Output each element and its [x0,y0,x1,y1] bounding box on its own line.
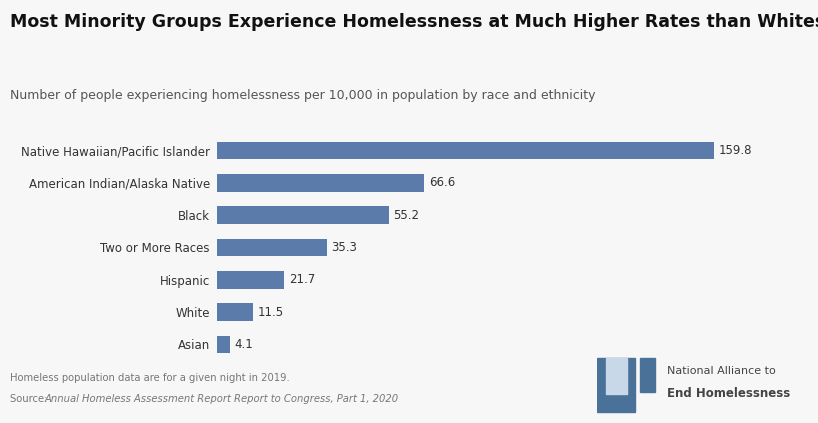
Bar [217,335,230,353]
Text: 66.6: 66.6 [429,176,455,190]
Text: 11.5: 11.5 [257,305,283,319]
Text: 159.8: 159.8 [719,144,753,157]
Bar [217,174,424,192]
Bar [597,358,636,412]
Bar [217,142,714,159]
Text: End Homelessness: End Homelessness [667,387,790,400]
Text: Annual Homeless Assessment Report Report to Congress, Part 1, 2020: Annual Homeless Assessment Report Report… [45,394,399,404]
Bar [217,239,326,256]
Bar [605,358,627,394]
Text: Number of people experiencing homelessness per 10,000 in population by race and : Number of people experiencing homelessne… [10,89,596,102]
Text: 4.1: 4.1 [234,338,253,351]
Bar [640,358,654,392]
Text: Source:: Source: [10,394,51,404]
Bar [217,303,253,321]
Bar [217,206,389,224]
Text: Most Minority Groups Experience Homelessness at Much Higher Rates than Whites: Most Minority Groups Experience Homeless… [10,13,818,31]
Text: Homeless population data are for a given night in 2019.: Homeless population data are for a given… [10,373,290,383]
Text: 35.3: 35.3 [331,241,357,254]
Bar [217,271,285,288]
Text: National Alliance to: National Alliance to [667,366,776,376]
Text: 21.7: 21.7 [289,273,315,286]
Text: 55.2: 55.2 [393,209,420,222]
